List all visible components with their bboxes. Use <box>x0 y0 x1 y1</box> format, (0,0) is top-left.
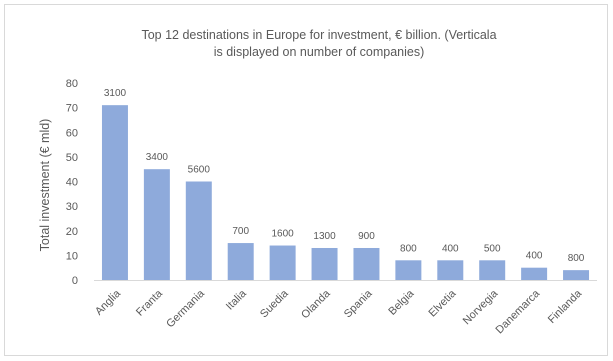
y-tick-label: 40 <box>66 177 78 189</box>
bar <box>521 267 548 280</box>
y-axis-title: Total investment (€ mld) <box>38 119 52 252</box>
data-labels: 3100 3400 5600 700 1600 1300 900 800 400 500 400 80… <box>104 88 585 264</box>
bar <box>185 181 212 280</box>
category-label: Olanda <box>299 287 333 321</box>
bar-data-label: 1600 <box>272 229 295 240</box>
bar <box>395 260 422 280</box>
bar <box>353 247 380 280</box>
chart-frame: Top 12 destinations in Europe for invest… <box>4 4 608 356</box>
y-tick-label: 50 <box>66 152 78 164</box>
y-tick-label: 80 <box>66 78 78 90</box>
bar-data-label: 900 <box>358 231 375 242</box>
category-label: Anglia <box>93 287 124 318</box>
bar-data-label: 3400 <box>146 152 169 163</box>
category-label: Franta <box>134 287 166 319</box>
bar-data-label: 800 <box>400 243 417 254</box>
category-label: Danemarca <box>494 287 543 336</box>
chart-title-line-1: Top 12 destinations in Europe for invest… <box>141 28 496 42</box>
bar <box>101 105 128 280</box>
bar <box>143 169 170 280</box>
y-tick-label: 0 <box>72 275 78 287</box>
bar <box>479 260 506 280</box>
bar-data-label: 500 <box>484 243 501 254</box>
y-tick-label: 30 <box>66 201 78 213</box>
bar-data-label: 400 <box>526 251 543 262</box>
category-label: Belgia <box>386 287 417 318</box>
y-tick-label: 60 <box>66 127 78 139</box>
y-tick-label: 20 <box>66 226 78 238</box>
bar <box>269 245 296 280</box>
y-tick-label: 70 <box>66 103 78 115</box>
category-label: Elvetia <box>427 287 459 319</box>
bar <box>311 247 338 280</box>
bar <box>437 260 464 280</box>
category-label: Germania <box>164 287 207 330</box>
chart-svg: Top 12 destinations in Europe for invest… <box>38 28 597 336</box>
bar-data-label: 800 <box>568 253 585 264</box>
category-label: Norvegia <box>461 287 501 327</box>
category-label: Finlanda <box>546 287 585 326</box>
bar-data-label: 3100 <box>104 88 127 99</box>
bar <box>563 270 590 280</box>
bar-data-label: 5600 <box>188 165 211 176</box>
bar <box>227 243 254 280</box>
category-label: Italia <box>224 287 250 313</box>
bars <box>101 105 590 280</box>
bar-data-label: 1300 <box>313 231 336 242</box>
bar-data-label: 700 <box>232 226 249 237</box>
bar-data-label: 400 <box>442 243 459 254</box>
chart-title-line-2: is displayed on number of companies) <box>214 45 425 59</box>
y-axis-ticks: 0 10 20 30 40 50 60 70 80 <box>66 78 78 287</box>
y-tick-label: 10 <box>66 250 78 262</box>
category-labels: Anglia Franta Germania Italia Suedia Olanda Sp… <box>93 287 585 336</box>
category-label: Spania <box>342 287 375 320</box>
category-label: Suedia <box>258 287 291 320</box>
